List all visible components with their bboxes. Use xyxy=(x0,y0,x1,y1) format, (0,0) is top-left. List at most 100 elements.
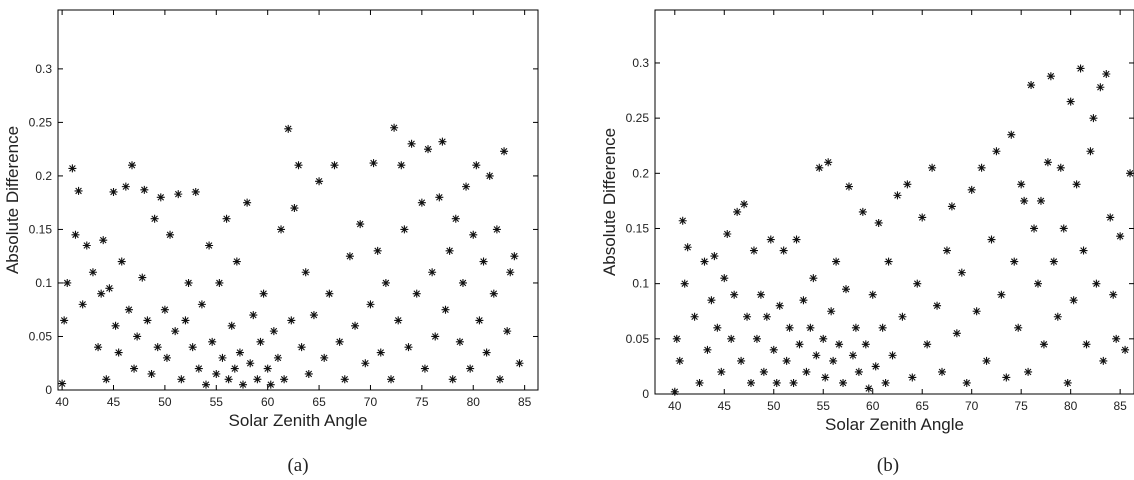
scatter-point xyxy=(824,158,833,167)
scatter-point xyxy=(309,311,318,320)
scatter-point xyxy=(809,274,818,283)
scatter-point xyxy=(212,369,221,378)
scatter-point xyxy=(1063,378,1072,387)
scatter-point xyxy=(394,316,403,325)
scatter-point xyxy=(864,384,873,393)
scatter-point xyxy=(871,362,880,371)
scatter-point xyxy=(759,367,768,376)
scatter-point xyxy=(74,186,83,195)
scatter-point xyxy=(789,378,798,387)
x-tick-label: 70 xyxy=(965,399,979,413)
scatter-point xyxy=(1010,257,1019,266)
scatter-point xyxy=(455,337,464,346)
scatter-point xyxy=(1082,340,1091,349)
scatter-point xyxy=(387,375,396,384)
scatter-point xyxy=(720,274,729,283)
x-tick-label: 45 xyxy=(718,399,732,413)
scatter-point xyxy=(266,380,275,389)
y-tick-label: 0.2 xyxy=(632,166,649,180)
scatter-point xyxy=(861,340,870,349)
y-tick-label: 0.15 xyxy=(29,222,53,236)
scatter-point xyxy=(105,284,114,293)
scatter-point xyxy=(297,343,306,352)
scatter-point xyxy=(82,241,91,250)
scatter-point xyxy=(782,356,791,365)
scatter-point xyxy=(280,375,289,384)
scatter-point xyxy=(947,202,956,211)
scatter-point xyxy=(259,289,268,298)
scatter-point xyxy=(733,207,742,216)
scatter-point xyxy=(60,316,69,325)
scatter-point xyxy=(1053,312,1062,321)
scatter-point xyxy=(284,124,293,133)
scatter-point xyxy=(799,296,808,305)
scatter-point xyxy=(1046,72,1055,81)
scatter-point xyxy=(431,332,440,341)
scatter-point xyxy=(952,329,961,338)
scatter-point xyxy=(153,343,162,352)
x-tick-label: 60 xyxy=(261,395,275,409)
y-tick-label: 0.1 xyxy=(632,277,649,291)
scatter-point xyxy=(445,246,454,255)
scatter-point xyxy=(381,278,390,287)
y-tick-label: 0.2 xyxy=(35,169,52,183)
scatter-point xyxy=(1121,345,1130,354)
y-tick-label: 0.05 xyxy=(626,332,650,346)
scatter-point xyxy=(1086,147,1095,156)
scatter-point xyxy=(485,171,494,180)
scatter-point xyxy=(407,139,416,148)
scatter-point xyxy=(766,235,775,244)
scatter-point xyxy=(1002,373,1011,382)
scatter-point xyxy=(737,356,746,365)
scatter-point xyxy=(277,225,286,234)
scatter-point xyxy=(162,353,171,362)
scatter-point xyxy=(844,182,853,191)
y-tick-label: 0 xyxy=(45,383,52,397)
scatter-point xyxy=(273,353,282,362)
scatter-point xyxy=(942,246,951,255)
scatter-point xyxy=(918,213,927,222)
scatter-point xyxy=(683,243,692,252)
scatter-point xyxy=(740,200,749,209)
scatter-point xyxy=(835,340,844,349)
scatter-point xyxy=(851,323,860,332)
scatter-point xyxy=(795,340,804,349)
x-tick-label: 45 xyxy=(107,395,121,409)
scatter-point xyxy=(1039,340,1048,349)
panel-label: (a) xyxy=(287,455,308,476)
scatter-point xyxy=(133,332,142,341)
scatter-point xyxy=(102,375,111,384)
scatter-point xyxy=(723,230,732,238)
scatter-point xyxy=(227,321,236,330)
scatter-point xyxy=(1027,81,1036,90)
scatter-point xyxy=(166,230,175,239)
scatter-point xyxy=(1043,158,1052,167)
scatter-point xyxy=(992,147,1001,156)
scatter-point xyxy=(466,364,475,373)
scatter-point xyxy=(670,387,679,396)
scatter-point xyxy=(441,305,450,314)
scatter-point xyxy=(802,367,811,376)
scatter-point xyxy=(351,321,360,330)
scatter-point xyxy=(345,252,354,261)
scatter-point xyxy=(842,285,851,294)
scatter-point xyxy=(1056,163,1065,172)
scatter-point xyxy=(812,351,821,360)
scatter-point xyxy=(884,257,893,266)
scatter-point xyxy=(690,312,699,321)
scatter-point xyxy=(515,359,524,368)
scatter-point xyxy=(435,193,444,202)
scatter-point xyxy=(130,364,139,373)
scatter-point xyxy=(188,343,197,352)
x-tick-label: 75 xyxy=(1014,399,1028,413)
scatter-point xyxy=(143,316,152,325)
scatter-point xyxy=(819,334,828,343)
scatter-point xyxy=(304,369,313,378)
scatter-point xyxy=(232,257,241,266)
scatter-point xyxy=(908,373,917,382)
scatter-point xyxy=(438,137,447,146)
scatter-point xyxy=(462,182,471,191)
scatter-point xyxy=(94,343,103,352)
scatter-point xyxy=(191,187,200,196)
x-tick-label: 75 xyxy=(415,395,429,409)
